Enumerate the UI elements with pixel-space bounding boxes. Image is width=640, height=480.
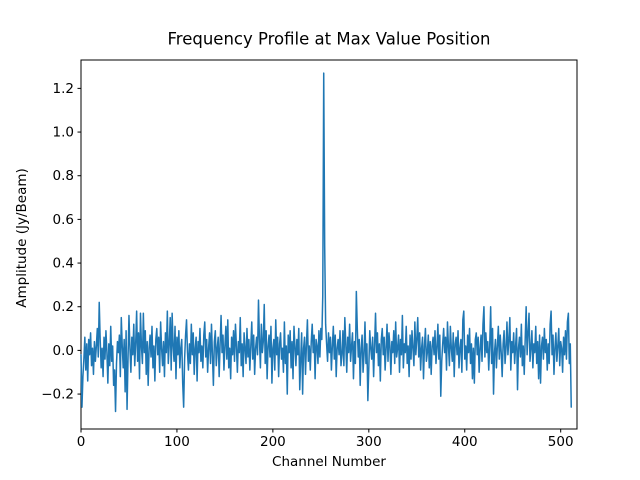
axes-frame — [80, 59, 578, 430]
y-tick-label: 1.2 — [53, 81, 74, 97]
x-tick-label: 300 — [356, 434, 382, 450]
y-tick-label: 0.0 — [53, 343, 74, 359]
x-axis-label: Channel Number — [272, 454, 386, 470]
y-tick-label: 0.2 — [53, 299, 74, 315]
x-tick-label: 400 — [452, 434, 478, 450]
y-tick-label: 0.6 — [53, 212, 74, 228]
y-tick-label: 0.4 — [53, 256, 74, 272]
y-tick-label: −0.2 — [41, 387, 74, 403]
y-tick-label: 1.0 — [53, 125, 74, 141]
y-axis-label: Amplitude (Jy/Beam) — [14, 168, 30, 308]
chart-title: Frequency Profile at Max Value Position — [167, 29, 491, 49]
x-tick-label: 0 — [77, 434, 86, 450]
x-tick-label: 200 — [260, 434, 286, 450]
x-tick-label: 100 — [164, 434, 190, 450]
data-line — [80, 72, 572, 413]
y-tick-label: 0.8 — [53, 168, 74, 184]
x-tick-label: 500 — [548, 434, 574, 450]
